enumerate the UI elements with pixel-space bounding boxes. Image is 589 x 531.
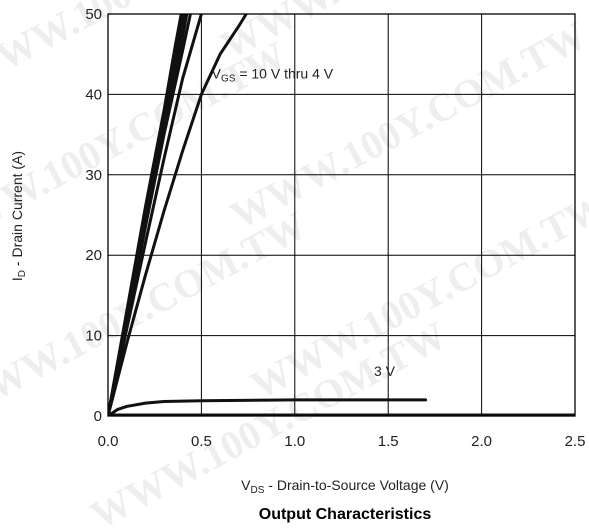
plot-frame — [107, 13, 576, 417]
y-tick-label: 0 — [94, 408, 102, 425]
watermark-text: WWW.100Y.COM.TW — [83, 312, 454, 531]
series-line-6 — [108, 14, 203, 416]
y-tick-label: 40 — [85, 86, 102, 103]
x-tick-label: 0.5 — [191, 433, 212, 450]
y-tick-label: 50 — [85, 6, 102, 23]
y-tick-label: 30 — [85, 167, 102, 184]
x-tick-label: 2.5 — [565, 433, 586, 450]
series-line-7 — [108, 14, 248, 416]
annotation: VGS = 10 V thru 4 V — [212, 65, 334, 84]
series-lines — [108, 14, 575, 417]
y-tick-label: 10 — [85, 328, 102, 345]
x-tick-label: 0.0 — [98, 433, 119, 450]
chart-title: Output Characteristics — [259, 506, 432, 523]
y-tick-label: 20 — [85, 247, 102, 264]
x-tick-label: 1.0 — [284, 433, 305, 450]
x-tick-label: 2.0 — [471, 433, 492, 450]
x-axis-label: VDS - Drain-to-Source Voltage (V) — [241, 477, 449, 496]
annotations: VGS = 10 V thru 4 V 3 V — [212, 65, 396, 378]
y-axis-label: ID - Drain Current (A) — [9, 151, 28, 281]
tick-labels: 0.0 0.5 1.0 1.5 2.0 2.5 0 10 20 30 40 50 — [85, 6, 585, 450]
annotation: 3 V — [374, 363, 396, 379]
x-tick-label: 1.5 — [378, 433, 399, 450]
series-line-8 — [108, 398, 428, 416]
